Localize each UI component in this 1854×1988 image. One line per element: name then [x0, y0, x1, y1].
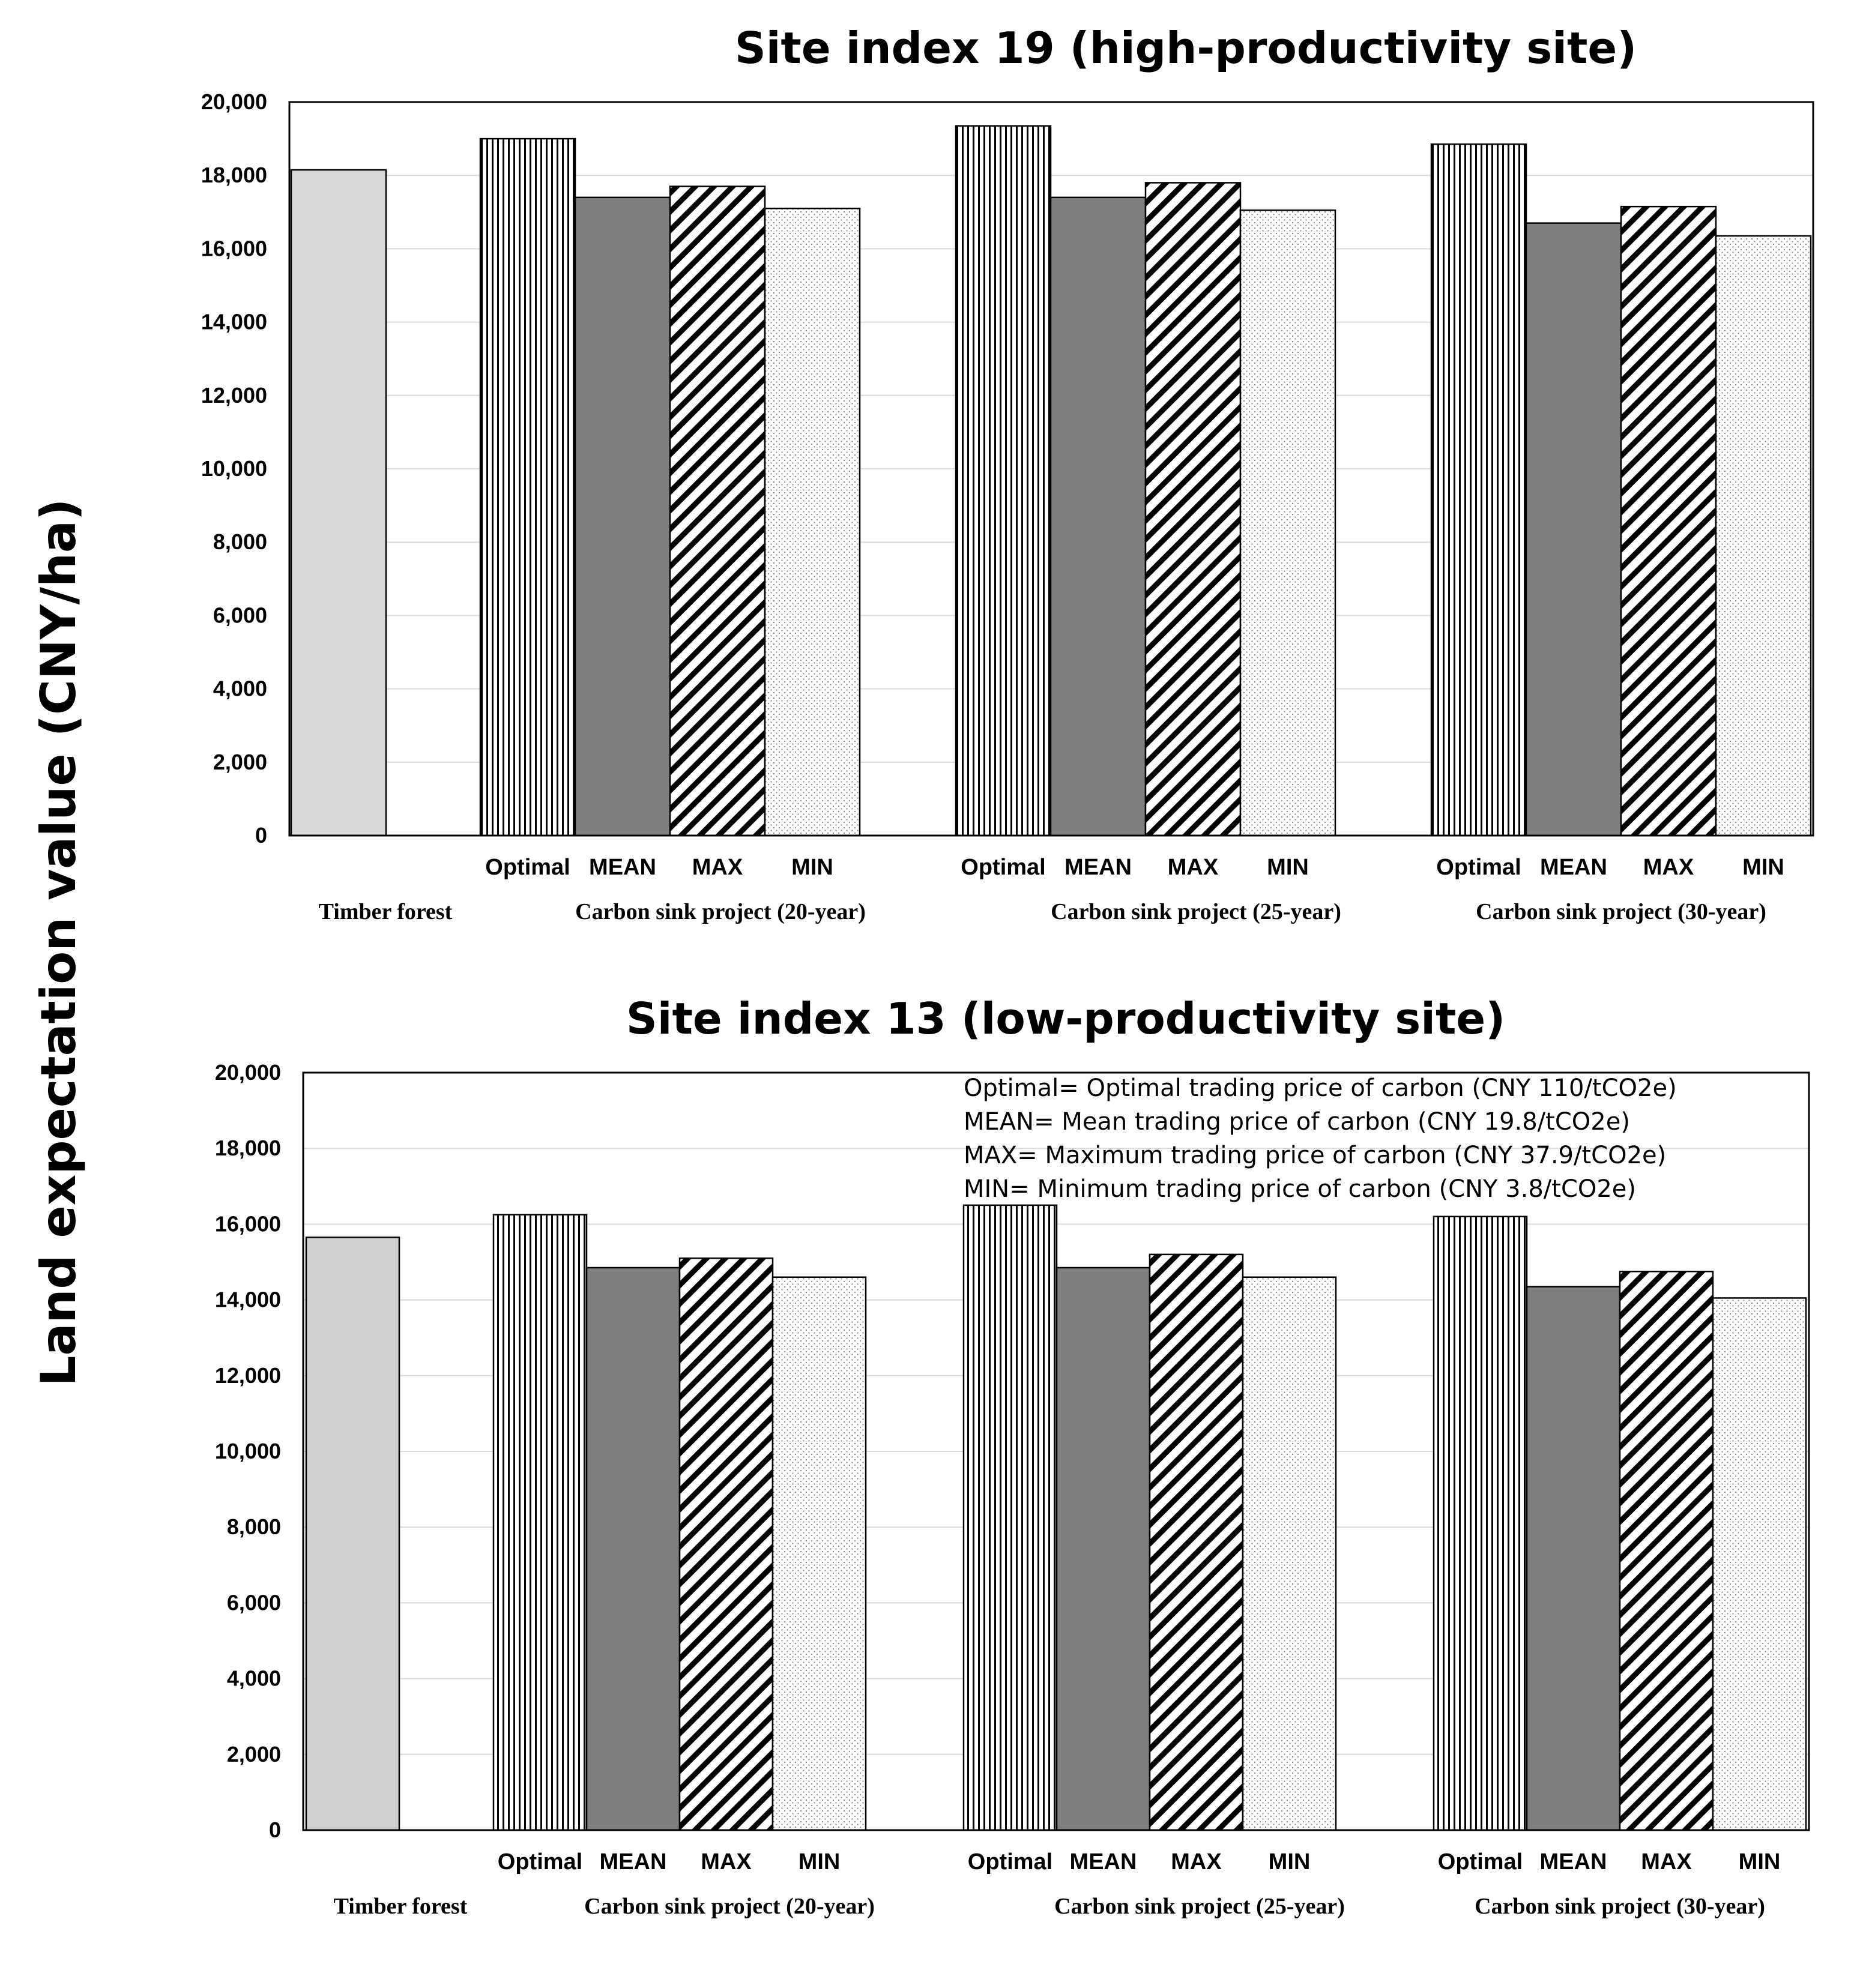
bar-optimal	[962, 1204, 1058, 1831]
bar-optimal	[1430, 143, 1527, 837]
x-category-label: Optimal	[968, 1849, 1052, 1875]
y-tick-label: 16,000	[215, 1211, 281, 1236]
y-tick-label: 6,000	[213, 603, 267, 627]
x-group-label: Timber forest	[334, 1894, 468, 1919]
x-category-label: MIN	[791, 855, 833, 880]
bar-mean	[1049, 196, 1147, 837]
legend-note-optimal: Optimal= Optimal trading price of carbon…	[964, 1074, 1677, 1102]
plot-frame	[302, 1071, 1810, 1831]
y-axis-label: Land expectation value (CNY/ha)	[31, 499, 86, 1387]
x-group-label: Carbon sink project (30-year)	[1476, 899, 1766, 924]
x-category-label: MAX	[1643, 855, 1694, 880]
x-category-label: Optimal	[498, 1849, 582, 1875]
x-group-label: Carbon sink project (20-year)	[584, 1894, 875, 1919]
chart-title: Site index 13 (low-productivity site)	[626, 993, 1505, 1044]
y-tick-label: 4,000	[213, 676, 267, 701]
bar-mean	[1526, 1286, 1621, 1831]
y-tick-label: 16,000	[201, 236, 267, 261]
x-category-label: Optimal	[485, 855, 570, 880]
y-tick-label: 0	[269, 1818, 281, 1842]
bar-max	[669, 185, 766, 837]
y-tick-label: 14,000	[215, 1288, 281, 1312]
bar-max	[1619, 1271, 1714, 1831]
x-category-label: MIN	[1267, 855, 1309, 880]
y-tick-label: 18,000	[215, 1136, 281, 1160]
x-group-label: Timber forest	[319, 899, 453, 924]
y-tick-label: 20,000	[201, 89, 267, 114]
x-group-label: Carbon sink project (25-year)	[1054, 1894, 1345, 1919]
legend-note-max: MAX= Maximum trading price of carbon (CN…	[964, 1142, 1666, 1169]
bar-max	[1144, 182, 1242, 837]
bar-max	[1620, 205, 1717, 837]
x-category-label: MEAN	[1064, 855, 1132, 880]
x-category-label: MAX	[701, 1849, 752, 1875]
x-category-label: MIN	[799, 1849, 841, 1875]
bar-optimal	[479, 137, 576, 837]
x-category-label: MAX	[692, 855, 743, 880]
chart-title: Site index 19 (high-productivity site)	[735, 23, 1637, 73]
y-tick-label: 4,000	[227, 1666, 281, 1691]
x-category-label: MAX	[1641, 1849, 1692, 1875]
y-tick-label: 6,000	[227, 1590, 281, 1615]
y-tick-label: 2,000	[227, 1742, 281, 1767]
x-category-label: MEAN	[1540, 855, 1607, 880]
bar-mean	[1525, 222, 1622, 837]
bar-max	[1149, 1253, 1244, 1831]
y-tick-label: 12,000	[215, 1363, 281, 1388]
bar-mean	[585, 1267, 681, 1831]
bar-min	[764, 207, 861, 837]
bar-min	[1712, 1297, 1807, 1831]
bar-mean	[574, 196, 671, 837]
x-category-label: MIN	[1739, 1849, 1781, 1875]
plot-frame	[288, 101, 1814, 837]
bar-min	[1715, 235, 1812, 837]
y-tick-label: 10,000	[215, 1439, 281, 1463]
bar-min	[771, 1276, 867, 1831]
y-tick-label: 8,000	[227, 1514, 281, 1539]
bar-min	[1242, 1276, 1337, 1831]
x-category-label: MIN	[1269, 1849, 1311, 1875]
x-category-label: MAX	[1168, 855, 1219, 880]
bar-mean	[1055, 1267, 1151, 1831]
y-tick-label: 10,000	[201, 456, 267, 481]
x-category-label: Optimal	[1436, 855, 1521, 880]
bar-timber-forest	[305, 1236, 400, 1831]
x-category-label: MEAN	[1070, 1849, 1137, 1875]
x-group-label: Carbon sink project (30-year)	[1475, 1894, 1765, 1919]
bar-optimal	[1433, 1215, 1528, 1831]
x-category-label: MEAN	[589, 855, 656, 880]
x-category-label: Optimal	[961, 855, 1045, 880]
y-tick-label: 14,000	[201, 310, 267, 334]
bar-optimal	[492, 1214, 588, 1831]
chart-site-index-13: Site index 13 (low-productivity site) Op…	[215, 993, 1810, 1919]
legend-note-mean: MEAN= Mean trading price of carbon (CNY …	[964, 1108, 1630, 1136]
x-category-label: MEAN	[600, 1849, 667, 1875]
chart-site-index-19: Site index 19 (high-productivity site) 0…	[201, 23, 1814, 924]
y-tick-label: 18,000	[201, 163, 267, 187]
legend-notes: Optimal= Optimal trading price of carbon…	[964, 1074, 1677, 1203]
x-group-label: Carbon sink project (25-year)	[1051, 899, 1341, 924]
bar-max	[678, 1257, 774, 1831]
x-category-label: MAX	[1171, 1849, 1222, 1875]
y-tick-label: 20,000	[215, 1060, 281, 1085]
x-category-label: MIN	[1742, 855, 1784, 880]
y-tick-label: 0	[255, 823, 267, 848]
legend-note-min: MIN= Minimum trading price of carbon (CN…	[964, 1175, 1636, 1203]
y-tick-label: 8,000	[213, 529, 267, 554]
bar-optimal	[955, 125, 1052, 837]
x-group-label: Carbon sink project (20-year)	[575, 899, 866, 924]
bar-timber-forest	[290, 169, 387, 837]
y-tick-label: 2,000	[213, 750, 267, 774]
y-tick-label: 12,000	[201, 383, 267, 408]
x-category-label: MEAN	[1540, 1849, 1607, 1875]
x-category-label: Optimal	[1438, 1849, 1523, 1875]
bar-min	[1239, 209, 1336, 837]
